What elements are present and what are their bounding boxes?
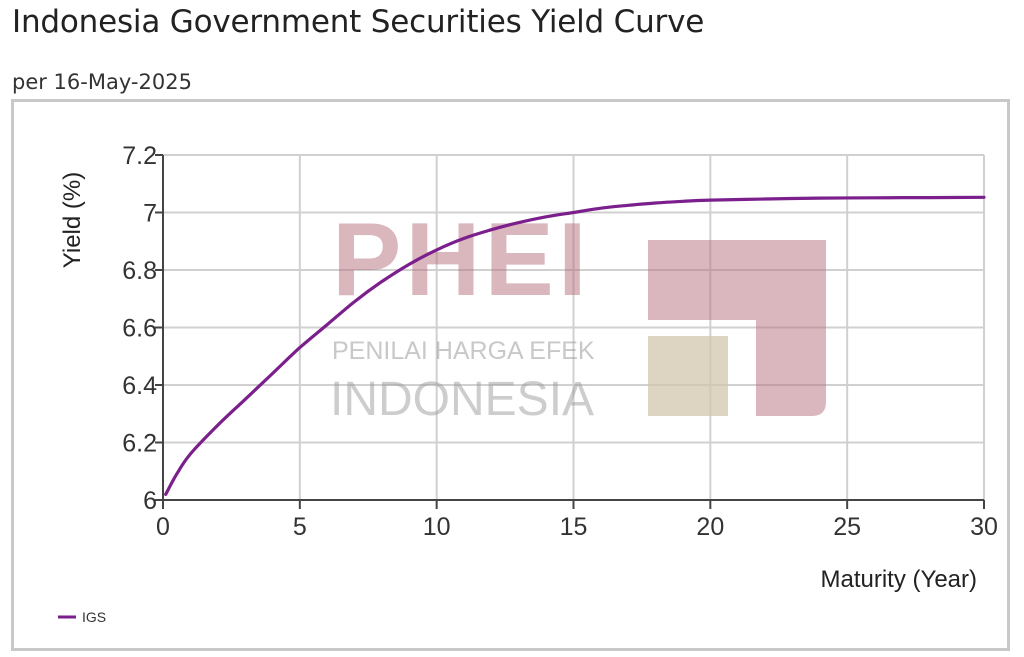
page-title: Indonesia Government Securities Yield Cu… (12, 4, 705, 40)
watermark-line1: PENILAI HARGA EFEK (332, 337, 595, 365)
y-tick-label: 7 (143, 200, 157, 228)
watermark-line2: INDONESIA (330, 373, 594, 426)
y-tick-label: 6.4 (122, 372, 157, 400)
legend: IGS (58, 609, 106, 625)
x-tick-label: 25 (833, 513, 861, 541)
x-tick-label: 15 (560, 513, 588, 541)
series-line-igs (164, 195, 986, 496)
y-axis-title: Yield (%) (59, 172, 86, 268)
y-tick-label: 6.2 (122, 430, 157, 458)
x-tick-label: 20 (696, 513, 724, 541)
y-tick-label: 7.2 (122, 142, 157, 170)
y-tick-label: 6 (143, 487, 157, 515)
chart-tick-labels: 0 5 10 15 20 25 30 6 6.2 6.4 6.6 6.8 7 7.2 (122, 142, 998, 541)
watermark-logo-shape (648, 240, 826, 416)
y-tick-label: 6.6 (122, 315, 157, 343)
phei-watermark: PHEI PENILAI HARGA EFEK INDONESIA (330, 202, 826, 426)
x-tick-label: 30 (970, 513, 998, 541)
yield-curve-chart: PHEI PENILAI HARGA EFEK INDONESIA 0 5 10 15… (58, 142, 998, 625)
y-tick-label: 6.8 (122, 257, 157, 285)
page-subtitle: per 16-May-2025 (12, 70, 192, 94)
x-tick-label: 0 (156, 513, 170, 541)
x-tick-label: 10 (423, 513, 451, 541)
legend-label-igs: IGS (82, 609, 106, 625)
chart-series (164, 195, 986, 496)
watermark-logo-square (648, 336, 728, 416)
chart-frame: PHEI PENILAI HARGA EFEK INDONESIA 0 5 10 15… (11, 99, 1010, 651)
x-tick-label: 5 (293, 513, 307, 541)
chart-axes (155, 154, 985, 509)
watermark-brand: PHEI (332, 202, 591, 318)
x-axis-title: Maturity (Year) (821, 566, 978, 593)
